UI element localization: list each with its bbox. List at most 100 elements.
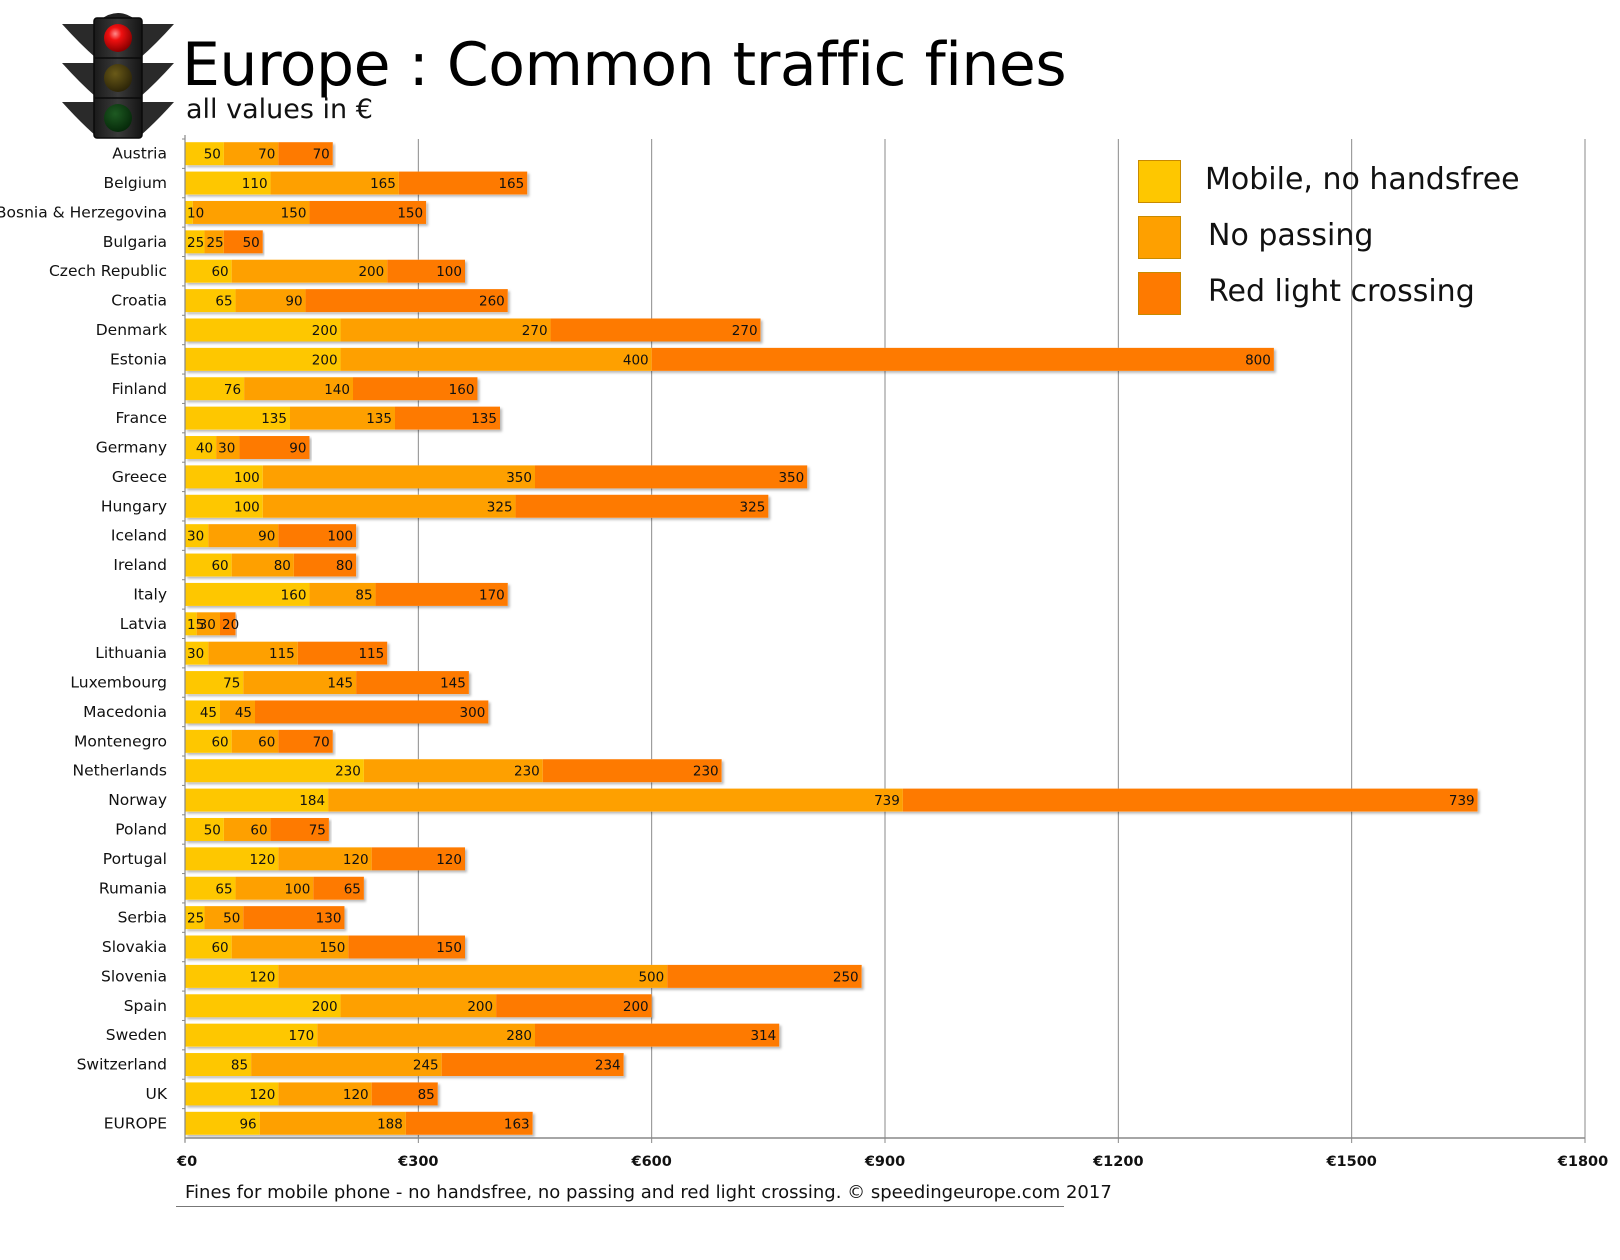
bar-segment bbox=[185, 964, 279, 988]
bar-segment bbox=[185, 1053, 252, 1077]
bar-segment bbox=[305, 289, 508, 313]
bar-segment bbox=[278, 729, 333, 753]
bar-segment bbox=[340, 347, 652, 371]
category-label: Portugal bbox=[103, 850, 167, 868]
bar-row-estonia: 200 400 800 bbox=[185, 347, 1274, 371]
data-label: 90 bbox=[258, 529, 275, 545]
data-label: 260 bbox=[479, 294, 505, 310]
bar-segment bbox=[356, 671, 469, 695]
legend-label-passing: No passing bbox=[1208, 218, 1374, 253]
data-label: 50 bbox=[204, 147, 221, 163]
bar-row-iceland: 30 90 100 bbox=[185, 524, 357, 548]
category-label: Switzerland bbox=[77, 1056, 167, 1074]
data-label: 140 bbox=[324, 382, 350, 398]
category-label: Belgium bbox=[103, 174, 167, 192]
x-tick-label: €300 bbox=[397, 1154, 438, 1170]
bar-segment bbox=[441, 1053, 624, 1077]
bar-row-spain: 200 200 200 bbox=[185, 994, 652, 1018]
data-label: 90 bbox=[289, 441, 306, 457]
bar-segment bbox=[204, 906, 244, 930]
bar-segment bbox=[348, 935, 465, 959]
bar-segment bbox=[208, 641, 298, 665]
data-label: 800 bbox=[1245, 352, 1271, 368]
data-label: 75 bbox=[309, 822, 326, 838]
bar-segment bbox=[185, 318, 341, 342]
bar-row-belgium: 110 165 165 bbox=[185, 171, 528, 195]
bar-segment bbox=[535, 1023, 780, 1047]
category-label: Spain bbox=[124, 997, 167, 1015]
data-label: 70 bbox=[258, 147, 275, 163]
category-label: Denmark bbox=[96, 321, 167, 339]
bar-row-netherlands: 230 230 230 bbox=[185, 759, 722, 783]
data-label: 200 bbox=[467, 999, 493, 1015]
bar-segment bbox=[185, 671, 244, 695]
bar-segment bbox=[290, 406, 395, 430]
red-lamp bbox=[104, 24, 132, 52]
bar-segment bbox=[220, 700, 255, 724]
category-label: Poland bbox=[115, 820, 167, 838]
bar-segment bbox=[220, 612, 236, 636]
data-label: 30 bbox=[218, 441, 235, 457]
bar-segment bbox=[185, 377, 245, 401]
bar-row-greece: 100 350 350 bbox=[185, 465, 808, 489]
bar-segment bbox=[231, 729, 279, 753]
bar-row-france: 135 135 135 bbox=[185, 406, 500, 430]
bar-segment bbox=[317, 1023, 535, 1047]
bar-segment bbox=[259, 1111, 406, 1135]
data-label: 40 bbox=[196, 441, 213, 457]
data-label: 184 bbox=[299, 793, 325, 809]
category-label: Rumania bbox=[99, 879, 167, 897]
bar-row-finland: 76 140 160 bbox=[185, 377, 478, 401]
category-label: Bulgaria bbox=[103, 233, 167, 251]
bar-segment bbox=[515, 494, 769, 518]
chart-subtitle: all values in € bbox=[186, 94, 373, 125]
category-label: Bosnia & Herzegovina bbox=[0, 203, 167, 221]
bar-segment bbox=[185, 1023, 318, 1047]
data-label: 70 bbox=[313, 147, 330, 163]
bar-segment bbox=[185, 494, 263, 518]
data-label: 60 bbox=[211, 734, 228, 750]
bar-segment bbox=[667, 964, 862, 988]
data-label: 100 bbox=[436, 264, 462, 280]
bar-row-bulgaria: 25 25 50 bbox=[185, 230, 263, 254]
bar-row-austria: 50 70 70 bbox=[185, 142, 333, 166]
bar-segment bbox=[185, 906, 205, 930]
bar-segment bbox=[208, 524, 279, 548]
bar-segment bbox=[185, 436, 217, 460]
legend-swatch-redlight bbox=[1138, 272, 1181, 315]
data-label: 120 bbox=[250, 852, 276, 868]
data-label: 270 bbox=[732, 323, 758, 339]
bar-segment bbox=[262, 494, 516, 518]
bar-segment bbox=[398, 171, 528, 195]
bar-segment bbox=[375, 582, 508, 606]
category-label: Germany bbox=[96, 439, 167, 457]
bar-segment bbox=[235, 876, 314, 900]
category-label: Sweden bbox=[106, 1026, 167, 1044]
bar-segment bbox=[185, 200, 193, 224]
data-label: 60 bbox=[258, 734, 275, 750]
category-label: Estonia bbox=[110, 350, 167, 368]
data-label: 30 bbox=[187, 646, 204, 662]
caption-underline bbox=[176, 1206, 1064, 1207]
data-label: 30 bbox=[199, 617, 216, 633]
data-label: 96 bbox=[239, 1116, 256, 1132]
data-label: 60 bbox=[211, 558, 228, 574]
bar-row-switzerland: 85 245 234 bbox=[185, 1053, 624, 1077]
category-label: Serbia bbox=[118, 909, 167, 927]
data-label: 350 bbox=[506, 470, 532, 486]
bar-segment bbox=[223, 142, 279, 166]
data-label: 150 bbox=[397, 205, 423, 221]
bar-segment bbox=[185, 1111, 260, 1135]
bar-row-slovenia: 120 500 250 bbox=[185, 964, 862, 988]
data-label: 85 bbox=[418, 1087, 435, 1103]
bar-segment bbox=[262, 465, 535, 489]
bar-row-rumania: 65 100 65 bbox=[185, 876, 364, 900]
data-label: 30 bbox=[187, 529, 204, 545]
bar-segment bbox=[185, 994, 341, 1018]
bar-row-bosnia-herzegovina: 10 150 150 bbox=[185, 200, 427, 224]
bar-row-norway: 184 739 739 bbox=[185, 788, 1478, 812]
data-label: 100 bbox=[234, 470, 260, 486]
category-label: Iceland bbox=[111, 527, 167, 545]
bar-segment bbox=[278, 1082, 372, 1106]
